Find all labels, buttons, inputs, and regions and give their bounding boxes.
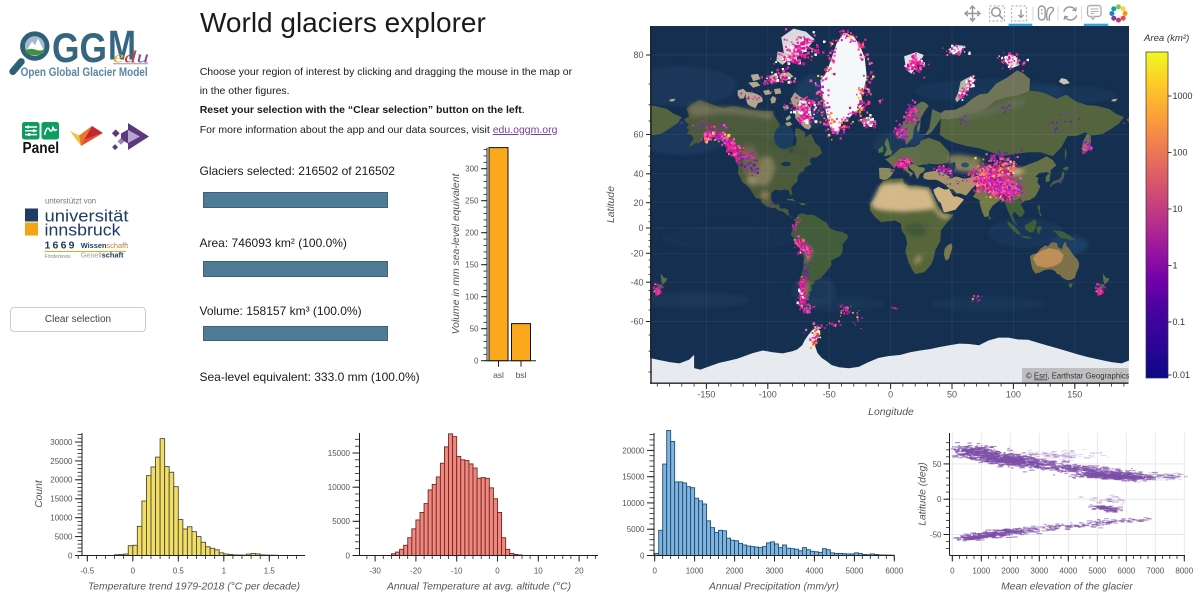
svg-text:4000: 4000 [806,566,824,575]
svg-text:innsbruck: innsbruck [45,222,122,240]
svg-text:-0.5: -0.5 [80,566,94,575]
svg-text:Panel: Panel [23,140,60,157]
svg-text:1669: 1669 [45,240,77,252]
svg-text:M: M [108,24,136,69]
svg-text:0.1: 0.1 [1173,317,1186,327]
svg-text:-10: -10 [451,566,463,575]
svg-text:1000: 1000 [686,566,704,575]
svg-text:5000: 5000 [55,533,73,542]
svg-text:0: 0 [652,566,657,575]
svg-text:10: 10 [534,566,543,575]
svg-text:10: 10 [1173,204,1183,214]
svg-text:1000: 1000 [1173,91,1193,101]
svg-text:80: 80 [633,50,643,60]
svg-text:1: 1 [222,566,227,575]
svg-text:5000: 5000 [846,566,864,575]
svg-text:150: 150 [465,261,479,270]
svg-text:1.5: 1.5 [264,566,276,575]
svg-text:Area (km²): Area (km²) [1143,33,1189,44]
svg-text:250: 250 [465,197,479,206]
svg-text:50: 50 [470,325,479,334]
svg-text:0.01: 0.01 [1173,370,1191,380]
svg-text:50: 50 [947,389,957,399]
svg-text:10000: 10000 [50,514,73,523]
svg-text:0: 0 [888,389,893,399]
svg-text:Förderkreis: Förderkreis [45,254,72,260]
svg-text:Gesellschaft: Gesellschaft [81,251,124,260]
svg-text:100: 100 [465,293,479,302]
svg-text:-60: -60 [630,317,643,327]
svg-text:Longitude: Longitude [868,407,914,418]
svg-text:0: 0 [474,357,479,366]
svg-text:20000: 20000 [622,446,645,455]
svg-text:Temperature trend 1979-2018 (°: Temperature trend 1979-2018 (°C per deca… [88,582,300,593]
svg-text:Latitude: Latitude [606,186,617,223]
svg-text:200: 200 [465,229,479,238]
svg-text:asl: asl [493,370,504,380]
svg-text:0: 0 [638,223,643,233]
svg-text:-40: -40 [630,277,643,287]
svg-text:100: 100 [1173,148,1188,158]
svg-text:100: 100 [1006,389,1021,399]
svg-text:0: 0 [131,566,136,575]
svg-text:-100: -100 [759,389,777,399]
svg-text:0: 0 [640,551,645,560]
svg-text:Volume in mm sea-level equival: Volume in mm sea-level equivalent [451,173,462,335]
svg-text:3000: 3000 [766,566,784,575]
svg-text:Open Global Glacier Model: Open Global Glacier Model [21,65,148,79]
svg-text:0: 0 [346,551,351,560]
svg-text:-150: -150 [697,389,715,399]
svg-text:300: 300 [465,165,479,174]
svg-text:40: 40 [633,169,643,179]
svg-text:-20: -20 [630,249,643,259]
svg-text:Wissenschafft: Wissenschafft [81,241,128,250]
svg-text:5000: 5000 [332,517,350,526]
svg-text:Annual Precipitation (mm/yr): Annual Precipitation (mm/yr) [708,582,839,593]
svg-text:Count: Count [34,479,45,508]
svg-text:edu: edu [113,48,149,67]
svg-text:-20: -20 [410,566,422,575]
svg-text:25000: 25000 [50,457,73,466]
svg-text:60: 60 [633,130,643,140]
svg-text:1: 1 [1173,261,1178,271]
svg-text:6000: 6000 [885,566,903,575]
svg-text:unterstützt von: unterstützt von [45,197,96,206]
svg-text:0: 0 [68,551,73,560]
svg-text:0: 0 [495,566,500,575]
svg-text:© Esri, Earthstar Geographics: © Esri, Earthstar Geographics [1026,372,1129,381]
svg-text:20: 20 [575,566,584,575]
svg-text:bsl: bsl [516,370,527,380]
svg-text:Annual Temperature at avg. alt: Annual Temperature at avg. altitude (°C) [386,582,571,593]
svg-text:15000: 15000 [328,449,351,458]
svg-text:5000: 5000 [627,525,645,534]
svg-text:30000: 30000 [50,438,73,447]
svg-text:universität: universität [45,208,129,226]
svg-text:20: 20 [633,198,643,208]
svg-text:GG: GG [52,24,107,71]
svg-text:-30: -30 [369,566,381,575]
svg-text:2000: 2000 [726,566,744,575]
svg-text:10000: 10000 [622,499,645,508]
svg-text:15000: 15000 [50,495,73,504]
svg-text:15000: 15000 [622,473,645,482]
svg-text:0.5: 0.5 [173,566,185,575]
svg-text:20000: 20000 [50,476,73,485]
svg-text:10000: 10000 [328,483,351,492]
svg-text:150: 150 [1067,389,1082,399]
svg-text:-50: -50 [823,389,836,399]
